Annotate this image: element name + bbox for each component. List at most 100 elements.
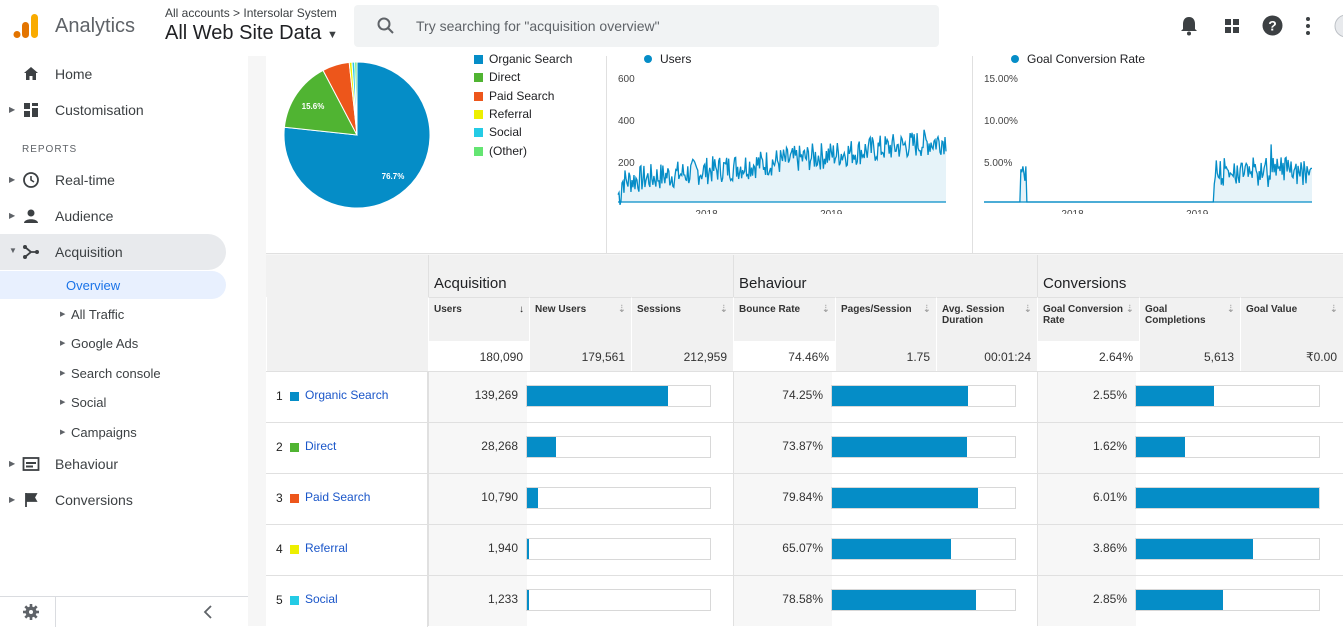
behaviour-icon bbox=[22, 457, 40, 471]
sort-arrow-icon[interactable]: ⇣ bbox=[1125, 304, 1134, 315]
column-header-pages-session[interactable]: Pages/Session ⇣ bbox=[835, 297, 936, 341]
sort-arrow-icon[interactable]: ⇣ bbox=[617, 304, 626, 315]
sidebar-item-audience[interactable]: ▶ Audience bbox=[0, 198, 226, 234]
channel-link[interactable]: Paid Search bbox=[305, 490, 371, 504]
sidebar-item-label: Real-time bbox=[55, 172, 115, 188]
clock-icon bbox=[23, 172, 39, 188]
sidebar-subitem-label: All Traffic bbox=[71, 307, 125, 322]
x-tick-label: 2018 bbox=[695, 209, 718, 214]
bar-track bbox=[831, 385, 1016, 407]
account-avatar[interactable] bbox=[1334, 14, 1343, 38]
channel-link[interactable]: Direct bbox=[305, 439, 337, 453]
bar-fill bbox=[832, 539, 952, 559]
total-value: ₹0.00 bbox=[1240, 341, 1343, 371]
bar-track bbox=[526, 487, 711, 509]
sidebar-subitem-social[interactable]: ▶ Social bbox=[0, 388, 226, 416]
legend-label: Organic Search bbox=[489, 52, 573, 66]
dashboard-icon bbox=[24, 103, 38, 117]
pie-slice[interactable] bbox=[284, 61, 431, 209]
column-header-goal-completions[interactable]: Goal Completions ⇣ bbox=[1139, 297, 1240, 341]
y-tick-label: 400 bbox=[618, 116, 635, 127]
total-value: 00:01:24 bbox=[936, 341, 1037, 371]
channel-link[interactable]: Social bbox=[305, 592, 338, 606]
sidebar-item-home[interactable]: Home bbox=[0, 56, 226, 92]
sidebar-item-customisation[interactable]: ▶ Customisation bbox=[0, 92, 226, 128]
search-box[interactable] bbox=[354, 5, 939, 47]
cell-value: 3.86% bbox=[1092, 541, 1127, 555]
channel-link[interactable]: Organic Search bbox=[305, 388, 389, 402]
bar-fill bbox=[1136, 386, 1214, 406]
group-header-acquisition: Acquisition bbox=[428, 255, 733, 297]
column-header-bounce-rate[interactable]: Bounce Rate ⇣ bbox=[733, 297, 835, 341]
caret-down-icon[interactable]: ▼ bbox=[327, 29, 338, 41]
total-value: 179,561 bbox=[529, 341, 631, 371]
sort-arrow-icon[interactable]: ⇣ bbox=[1226, 304, 1235, 315]
column-header-label: Avg. Session Duration bbox=[942, 304, 1005, 326]
channel-pie-chart[interactable]: 76.7% 15.6% bbox=[284, 56, 444, 216]
sidebar-subitem-campaigns[interactable]: ▶ Campaigns bbox=[0, 418, 226, 446]
svg-text:?: ? bbox=[1268, 18, 1277, 34]
row-color-swatch bbox=[290, 443, 299, 452]
pie-slice[interactable] bbox=[354, 61, 358, 136]
series-area bbox=[618, 129, 946, 205]
notifications-bell-icon[interactable] bbox=[1179, 15, 1199, 37]
group-header-behaviour: Behaviour bbox=[733, 255, 1037, 297]
collapse-sidebar-chevron-icon[interactable] bbox=[203, 605, 213, 619]
column-header-sessions[interactable]: Sessions ⇣ bbox=[631, 297, 733, 341]
sort-arrow-icon[interactable]: ⇣ bbox=[1329, 304, 1338, 315]
sidebar-item-conversions[interactable]: ▶ Conversions bbox=[0, 482, 226, 518]
channel-link[interactable]: Referral bbox=[305, 541, 348, 555]
bar-fill bbox=[1136, 539, 1254, 559]
bar-track bbox=[526, 538, 711, 560]
sidebar-subitem-label: Campaigns bbox=[71, 425, 137, 440]
bar-track bbox=[1135, 589, 1320, 611]
column-shade bbox=[733, 371, 832, 626]
table-row: 2 Direct 28,268 73.87% 1.62% bbox=[266, 422, 1343, 474]
sidebar-subitem-all-traffic[interactable]: ▶ All Traffic bbox=[0, 300, 226, 328]
analytics-logo-icon[interactable] bbox=[12, 12, 40, 40]
home-icon bbox=[24, 67, 38, 80]
sort-arrow-icon[interactable]: ⇣ bbox=[719, 304, 728, 315]
property-selector[interactable]: All Web Site Data bbox=[165, 22, 322, 44]
sort-arrow-icon[interactable]: ⇣ bbox=[922, 304, 931, 315]
account-breadcrumb[interactable]: All accounts > Intersolar System bbox=[165, 6, 337, 20]
users-line-chart[interactable]: 600 400 200 2018 2019 bbox=[608, 74, 948, 214]
bar-track bbox=[1135, 538, 1320, 560]
total-value: 1.75 bbox=[835, 341, 936, 371]
bar-fill bbox=[832, 590, 976, 610]
column-header-users[interactable]: Users ↓ bbox=[428, 297, 529, 341]
sidebar-subitem-overview[interactable]: Overview bbox=[0, 271, 226, 299]
sidebar-subitem-google-ads[interactable]: ▶ Google Ads bbox=[0, 329, 226, 357]
row-color-swatch bbox=[290, 545, 299, 554]
bar-track bbox=[1135, 385, 1320, 407]
more-options-icon[interactable] bbox=[1305, 16, 1311, 36]
pie-slice[interactable] bbox=[284, 69, 358, 136]
series-dot bbox=[644, 55, 652, 63]
legend-swatch bbox=[474, 128, 483, 138]
column-header-goal-conversion-rate[interactable]: Goal Conversion Rate ⇣ bbox=[1037, 297, 1139, 341]
reports-section-header: REPORTS bbox=[22, 144, 78, 155]
sidebar-item-acquisition[interactable]: ▼ Acquisition bbox=[0, 234, 226, 270]
conversion-rate-line-chart[interactable]: 15.00% 10.00% 5.00% 2018 2019 bbox=[974, 74, 1334, 214]
search-input[interactable] bbox=[416, 16, 916, 36]
sort-arrow-icon[interactable]: ↓ bbox=[519, 304, 524, 315]
sidebar-item-behaviour[interactable]: ▶ Behaviour bbox=[0, 446, 226, 482]
column-header-goal-value[interactable]: Goal Value ⇣ bbox=[1240, 297, 1343, 341]
sidebar: Home ▶ Customisation REPORTS ▶ Real-time… bbox=[0, 56, 248, 627]
apps-grid-icon[interactable] bbox=[1224, 18, 1240, 34]
sort-arrow-icon[interactable]: ⇣ bbox=[821, 304, 830, 315]
cell-value: 65.07% bbox=[782, 541, 823, 555]
settings-gear-icon[interactable] bbox=[22, 603, 40, 621]
column-header-avg-session-duration[interactable]: Avg. Session Duration ⇣ bbox=[936, 297, 1037, 341]
sidebar-subitem-search-console[interactable]: ▶ Search console bbox=[0, 359, 226, 387]
sidebar-footer bbox=[0, 596, 248, 627]
bar-fill bbox=[1136, 437, 1186, 457]
help-icon[interactable]: ? bbox=[1262, 15, 1283, 36]
sort-arrow-icon[interactable]: ⇣ bbox=[1023, 304, 1032, 315]
row-label-cell: 1 Organic Search bbox=[266, 372, 428, 423]
column-header-new-users[interactable]: New Users ⇣ bbox=[529, 297, 631, 341]
row-label-cell: 3 Paid Search bbox=[266, 474, 428, 525]
sidebar-item-realtime[interactable]: ▶ Real-time bbox=[0, 162, 226, 198]
sidebar-item-label: Behaviour bbox=[55, 456, 119, 472]
row-number: 4 bbox=[276, 542, 283, 556]
